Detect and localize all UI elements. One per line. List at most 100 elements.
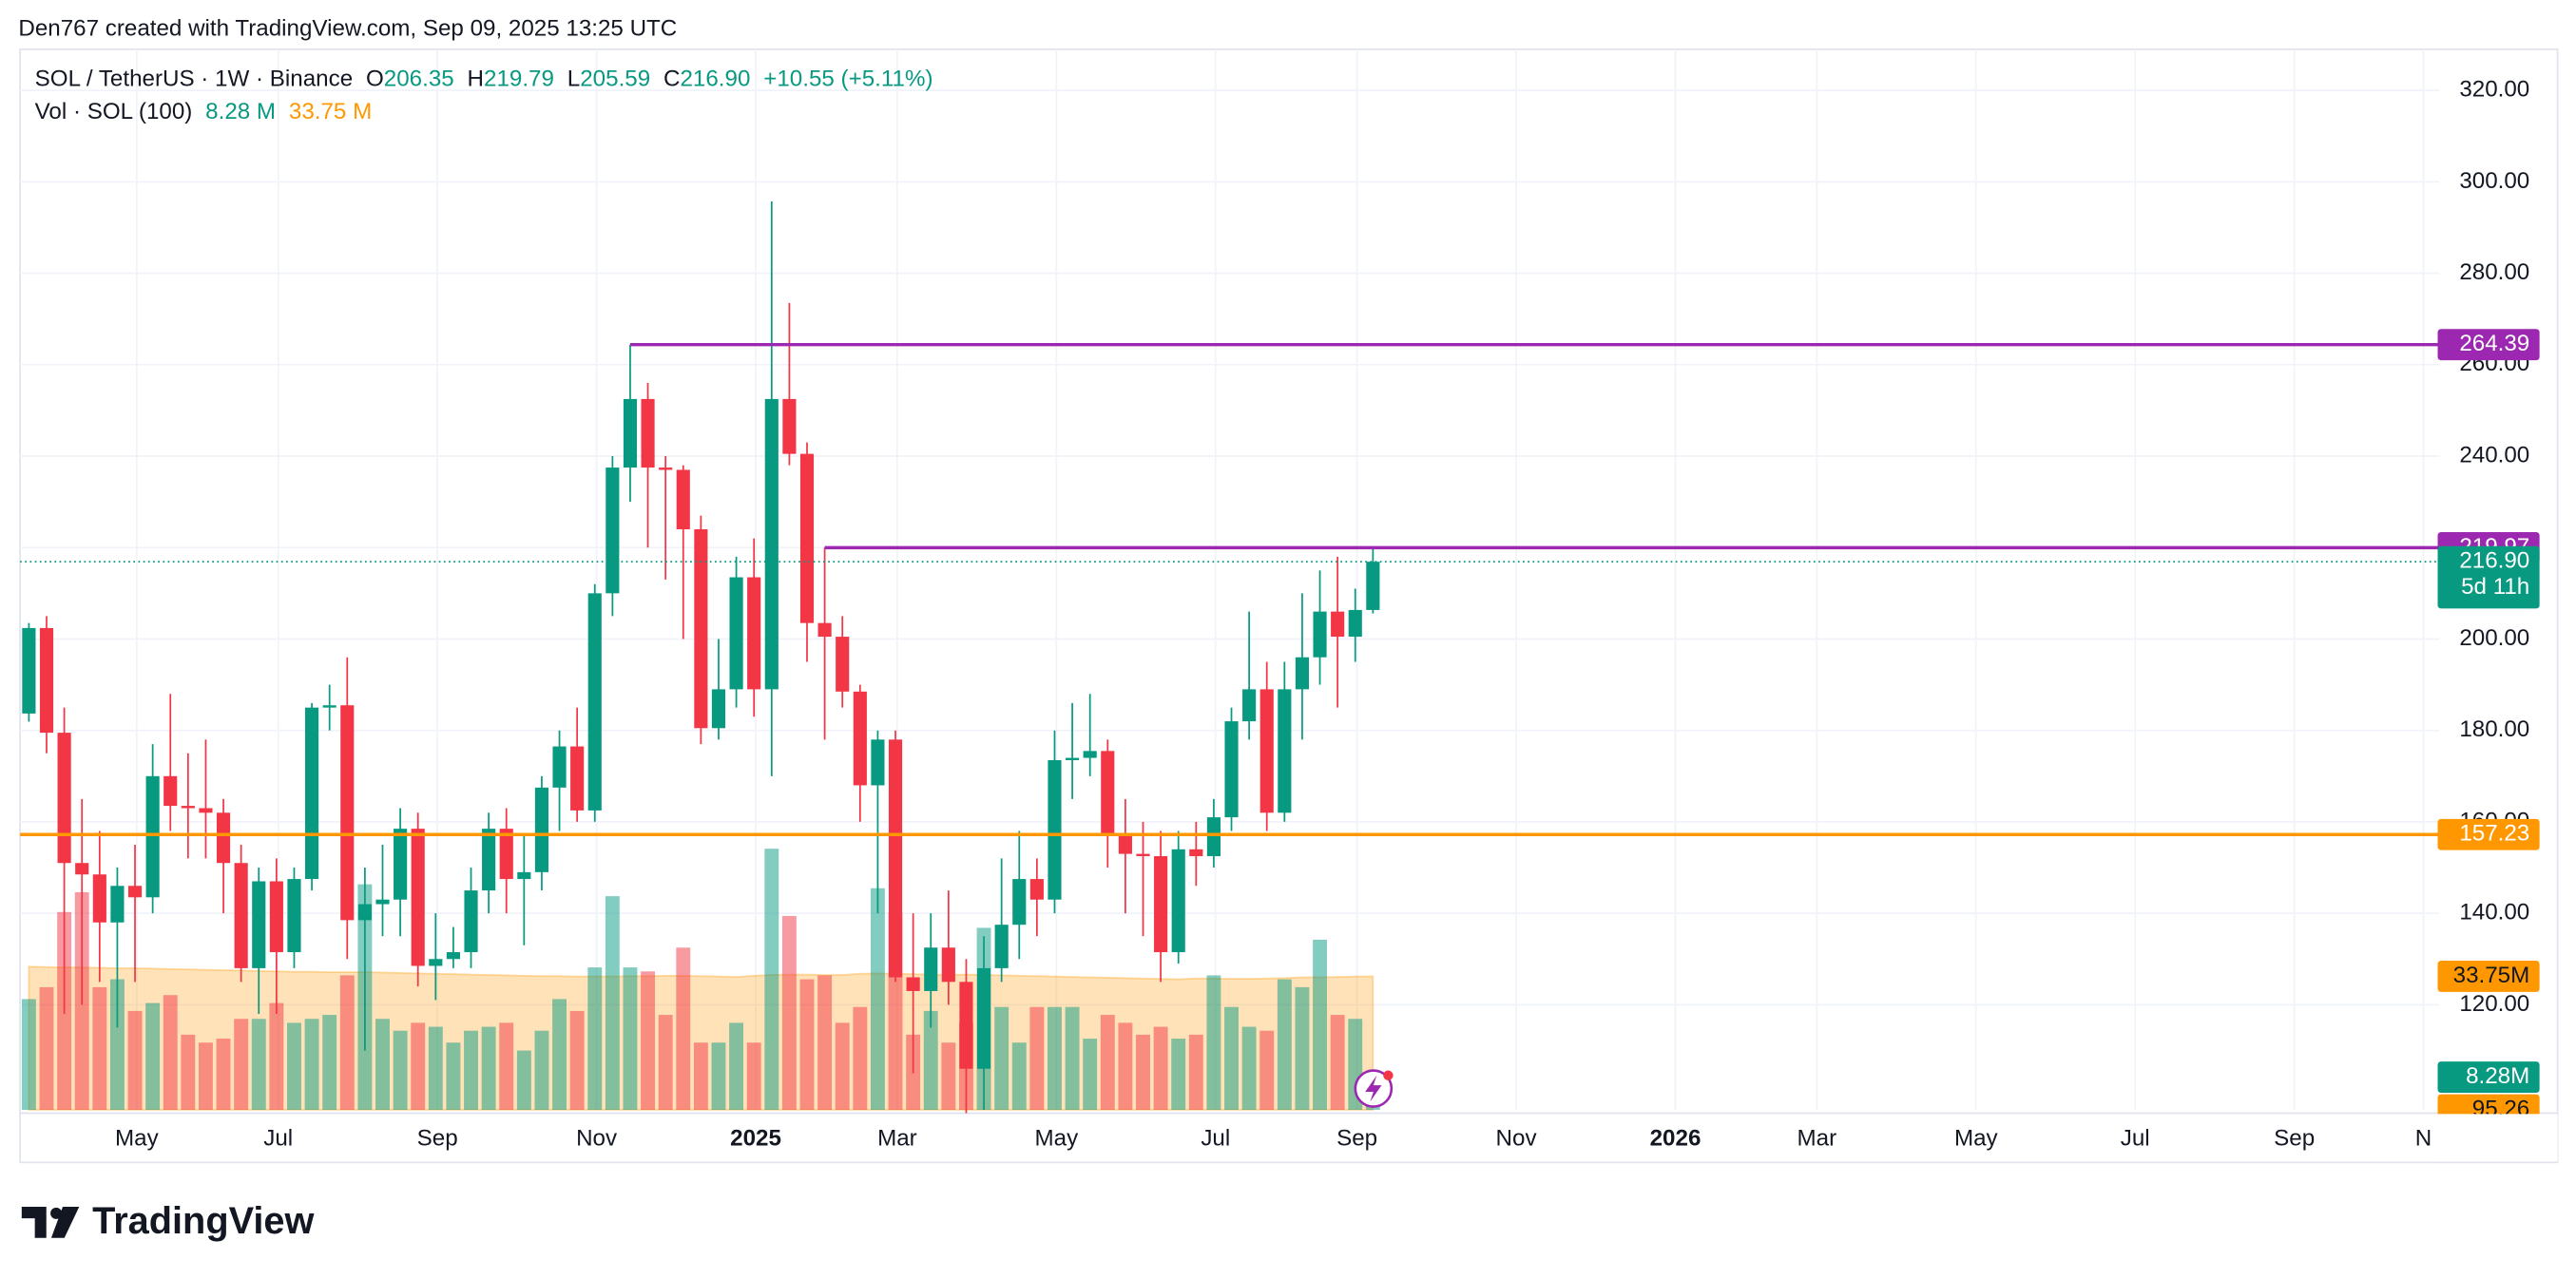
volume-bar (923, 1010, 938, 1111)
x-tick-label: Jul (2121, 1126, 2150, 1152)
candle-body (145, 775, 160, 898)
candle-body (871, 739, 885, 786)
price-tag-label: 216.90 (2459, 548, 2529, 574)
candle-body (1066, 757, 1080, 760)
candle-body (234, 863, 248, 968)
volume-bar (21, 999, 36, 1111)
candle-body (1348, 609, 1362, 638)
x-tick-label: 2026 (1650, 1126, 1701, 1152)
candle-body (1366, 562, 1380, 610)
volume-bar (1313, 939, 1327, 1111)
volume-bar (835, 1022, 850, 1111)
candle-body (711, 689, 726, 729)
volume-bar (746, 1042, 761, 1111)
candle-body (941, 947, 955, 983)
candle-body (817, 622, 832, 638)
volume-bar (1083, 1039, 1098, 1111)
x-tick-label: Jul (263, 1126, 293, 1152)
candle-body (1118, 832, 1132, 854)
alert-icon (1354, 1069, 1394, 1108)
volume-bar (1259, 1030, 1275, 1111)
volume-bar (1224, 1006, 1239, 1111)
frame (19, 48, 2559, 1164)
volume-bar (853, 1006, 868, 1111)
volume-bar (464, 1030, 478, 1111)
brand-logo (21, 1206, 80, 1238)
volume-bar (941, 1042, 956, 1111)
y-tick-label: 280.00 (2459, 259, 2529, 285)
candle-body (641, 398, 655, 468)
candle-body (782, 398, 797, 454)
volume-bar (109, 979, 125, 1111)
symbol: SOL / TetherUS · 1W · Binance (35, 67, 354, 92)
candle-body (976, 967, 991, 1069)
volume-bar (641, 971, 656, 1111)
volume-bar (322, 1015, 337, 1111)
candle-body (764, 398, 779, 690)
candle-body (1331, 611, 1345, 638)
volume-bar (817, 975, 833, 1111)
volume-bar (127, 1010, 143, 1111)
candle-body (1189, 849, 1203, 857)
candle-body (446, 952, 460, 960)
y-tick-label: 140.00 (2459, 900, 2529, 926)
x-tick-label: Nov (1496, 1126, 1537, 1152)
candle-body (375, 899, 390, 905)
volume-bar (1188, 1034, 1203, 1111)
volume-bar (1118, 1022, 1133, 1111)
volume-bar (1241, 1026, 1257, 1111)
candle-body (57, 733, 71, 864)
candle-body (587, 593, 602, 811)
volume-bar (1277, 979, 1292, 1111)
volume-bar (1153, 1026, 1168, 1111)
candle-body (322, 705, 336, 708)
volume-bar (870, 888, 885, 1111)
volume-bar (711, 1042, 726, 1111)
volume-bar (605, 896, 620, 1111)
volume-bar (781, 915, 797, 1111)
ohlc-label: C (663, 67, 680, 92)
candle-body (75, 863, 89, 875)
volume-bar (481, 1026, 496, 1111)
candle-body (534, 787, 549, 872)
volume-bar (393, 1030, 408, 1111)
volume-bar (587, 967, 603, 1111)
x-tick-label: Mar (1797, 1126, 1837, 1152)
y-tick-label: 240.00 (2459, 442, 2529, 468)
candle-body (1259, 689, 1274, 813)
attribution: Den767 created with TradingView.com, Sep… (18, 15, 677, 41)
candle-body (1206, 817, 1221, 857)
candle-body (22, 627, 36, 714)
volume-bar (304, 1019, 319, 1111)
candle-body (39, 627, 54, 734)
volume-bar (1029, 1006, 1045, 1111)
volume-bar (39, 986, 54, 1111)
candle-body (252, 881, 266, 968)
x-tick-label: May (115, 1126, 160, 1152)
x-tick-label: N (2415, 1126, 2432, 1152)
candle-body (517, 871, 531, 880)
ohlc-value: 216.90 (680, 67, 750, 92)
candle-body (676, 469, 690, 530)
candle-body (199, 808, 213, 813)
x-tick-label: Sep (2274, 1126, 2315, 1152)
candle-body (340, 705, 355, 921)
volume-bar (1330, 1015, 1345, 1111)
volume-ma-value: 33.75 M (289, 100, 372, 125)
volume-bar (569, 1010, 585, 1111)
price-tag-label: 264.39 (2459, 331, 2529, 356)
ohlc-label: H (468, 67, 484, 92)
candle-body (994, 925, 1009, 968)
candle-body (694, 529, 708, 729)
volume-bar (92, 986, 107, 1111)
volume-bar (375, 1019, 390, 1111)
volume-bar (729, 1022, 744, 1111)
volume-bar (676, 947, 691, 1111)
candle-body (482, 829, 496, 891)
y-tick-label: 120.00 (2459, 991, 2529, 1017)
brand: TradingView (92, 1200, 314, 1242)
price-tag (2437, 1061, 2540, 1093)
price-pane (20, 201, 2440, 1114)
ohlc-label: L (567, 67, 580, 92)
volume-bar (1171, 1039, 1186, 1111)
